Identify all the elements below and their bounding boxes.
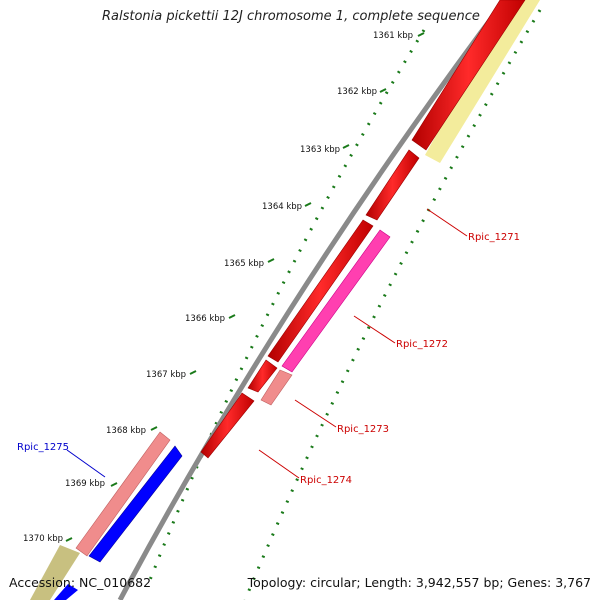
backbone [117,0,508,600]
gene-red-top [411,0,526,151]
tick-label: 1364 kbp [262,202,302,212]
tick-label: 1361 kbp [373,31,413,41]
leader-rpic-1271 [426,208,468,237]
tick-label: 1368 kbp [106,426,146,436]
tick-label: 1363 kbp [300,145,340,155]
gene-khaki [30,545,80,600]
map-title: Ralstonia pickettii 12J chromosome 1, co… [102,9,480,24]
gene-label-rpic-1271[interactable]: Rpic_1271 [468,232,520,243]
tick-label: 1362 kbp [337,87,377,97]
gene-rpic-1275-shape [88,445,183,563]
gene-salmon-bottom [75,431,171,557]
gene-rpic-1273-shape [260,369,293,406]
gene-label-rpic-1275[interactable]: Rpic_1275 [17,442,69,453]
gene-yellow [425,0,540,163]
gene-blue-bottom [54,584,78,600]
leader-rpic-1273 [294,399,337,428]
tick-label: 1367 kbp [146,370,186,380]
gene-red-small [247,359,278,393]
topology-text: Topology: circular; Length: 3,942,557 bp… [247,575,591,590]
gene-label-rpic-1273[interactable]: Rpic_1273 [337,424,389,435]
inner-tick-ring [243,9,542,600]
gene-rpic-1274-shape [200,392,255,459]
leader-rpic-1274 [258,449,300,479]
kbp-ticks: 1361 kbp 1362 kbp 1363 kbp 1364 kbp 1365… [23,31,425,544]
gene-red-long [267,219,374,363]
leader-rpic-1272 [353,315,396,344]
outer-tick-ring [146,29,426,586]
gene-rpic-1271-shape [365,149,420,221]
gene-label-rpic-1272[interactable]: Rpic_1272 [396,339,448,350]
leader-rpic-1275 [66,449,106,478]
gene-rpic-1272-shape [281,229,391,373]
tick-label: 1369 kbp [65,479,105,489]
gene-label-rpic-1274[interactable]: Rpic_1274 [300,475,352,486]
tick-label: 1365 kbp [224,259,264,269]
tick-label: 1366 kbp [185,314,225,324]
accession-text: Accession: NC_010682 [9,575,152,590]
tick-label: 1370 kbp [23,534,63,544]
